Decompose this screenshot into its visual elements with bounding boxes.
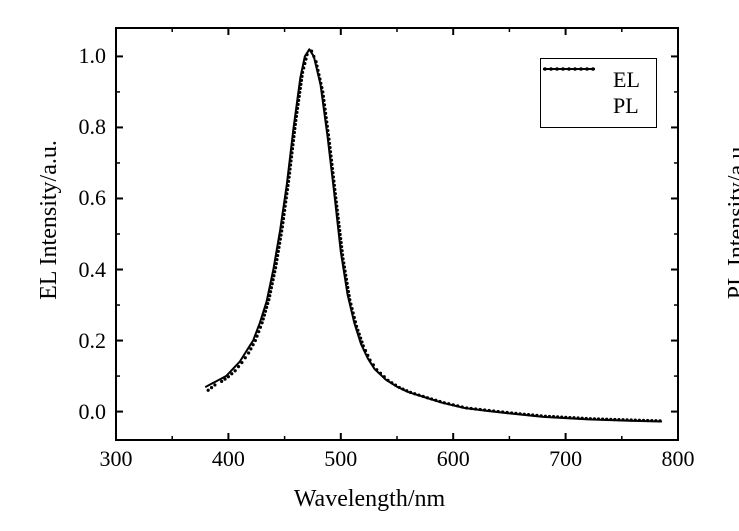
legend-label: PL [613, 93, 639, 119]
x-tick-label: 800 [648, 446, 708, 472]
x-tick-label: 300 [86, 446, 146, 472]
y-tick-label: 0.8 [56, 114, 106, 140]
x-tick-label: 700 [536, 446, 596, 472]
y-tick-label: 0.6 [56, 185, 106, 211]
y-right-axis-label: PL Intensity/a.u. [724, 70, 739, 370]
y-tick-label: 0.4 [56, 257, 106, 283]
legend-swatch [549, 96, 605, 116]
legend-label: EL [613, 67, 640, 93]
legend-item-pl: PL [549, 93, 640, 119]
spectrum-chart: Wavelength/nm EL Intensity/a.u. PL Inten… [0, 0, 739, 531]
y-tick-label: 1.0 [56, 43, 106, 69]
x-tick-label: 400 [198, 446, 258, 472]
x-tick-label: 500 [311, 446, 371, 472]
x-tick-label: 600 [423, 446, 483, 472]
y-tick-label: 0.2 [56, 328, 106, 354]
legend: ELPL [540, 58, 657, 128]
y-tick-label: 0.0 [56, 399, 106, 425]
x-axis-label: Wavelength/nm [0, 486, 739, 513]
